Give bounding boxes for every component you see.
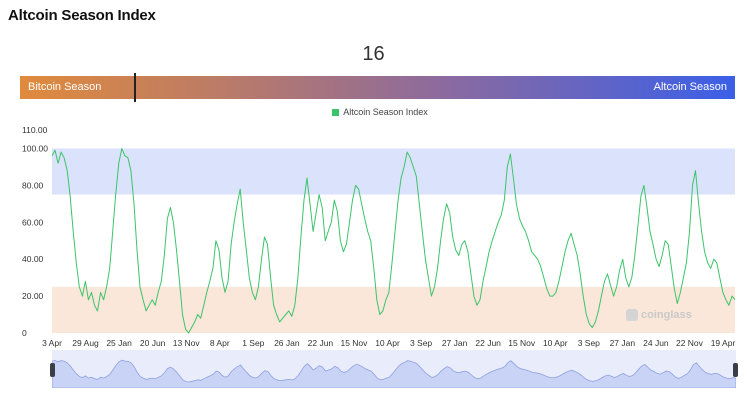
legend-label: Altcoin Season Index (343, 107, 428, 117)
x-axis: 3 Apr 29 Aug 25 Jan 20 Jun 13 Nov 8 Apr 1 Sep 2… (42, 338, 735, 348)
range-slider-preview (51, 350, 737, 389)
x-tick-label: 10 Apr (543, 338, 568, 348)
y-tick-label: 0 (22, 328, 27, 338)
x-tick-label: 1 Sep (242, 338, 264, 348)
current-index-marker (134, 73, 136, 102)
coinglass-logo-icon (626, 309, 638, 322)
x-tick-label: 29 Aug (72, 338, 99, 348)
x-tick-label: 8 Apr (210, 338, 230, 348)
current-index-value: 16 (362, 43, 385, 65)
y-tick-label: 20.00 (22, 291, 44, 301)
y-tick-label: 40.00 (22, 254, 44, 264)
altcoin-season-label: Altcoin Season (653, 81, 727, 93)
x-tick-label: 3 Sep (578, 338, 600, 348)
chart-bands (52, 148, 735, 333)
x-tick-label: 10 Apr (375, 338, 400, 348)
x-tick-label: 3 Apr (42, 338, 62, 348)
x-tick-label: 22 Jun (308, 338, 334, 348)
coinglass-watermark: coinglass (626, 309, 692, 322)
x-tick-label: 27 Jan (610, 338, 636, 348)
x-tick-label: 22 Nov (676, 338, 704, 348)
range-handle-right[interactable] (733, 363, 738, 377)
altcoin-season-chart[interactable]: 0 20.00 40.00 60.00 80.00 100.00 110.00 3 Apr 2… (0, 120, 747, 350)
legend-swatch (332, 109, 340, 117)
season-gradient-bar: Bitcoin Season Altcoin Season (20, 73, 735, 102)
y-tick-label: 80.00 (22, 180, 44, 190)
x-tick-label: 3 Sep (410, 338, 432, 348)
x-tick-label: 22 Jun (475, 338, 501, 348)
x-tick-label: 27 Jan (442, 338, 468, 348)
watermark-text: coinglass (641, 309, 692, 321)
altcoin-season-band (52, 148, 735, 195)
y-tick-label: 60.00 (22, 217, 44, 227)
x-tick-label: 15 Nov (508, 338, 536, 348)
page-title: Altcoin Season Index (8, 7, 156, 24)
range-slider[interactable] (50, 350, 738, 389)
x-tick-label: 25 Jan (106, 338, 132, 348)
range-slider-area (51, 359, 737, 389)
x-tick-label: 13 Nov (173, 338, 201, 348)
y-axis: 0 20.00 40.00 60.00 80.00 100.00 110.00 (22, 125, 48, 338)
bitcoin-season-band (52, 286, 735, 333)
range-handle-left[interactable] (50, 363, 55, 377)
y-tick-label: 100.00 (22, 143, 48, 153)
bitcoin-season-label: Bitcoin Season (28, 81, 102, 93)
x-tick-label: 20 Jun (140, 338, 166, 348)
altcoin-index-line (51, 148, 736, 334)
y-tick-label: 110.00 (22, 125, 48, 135)
chart-legend[interactable]: Altcoin Season Index (0, 107, 747, 117)
x-tick-label: 24 Jun (643, 338, 669, 348)
x-tick-label: 19 Apr (711, 338, 736, 348)
x-tick-label: 15 Nov (340, 338, 368, 348)
x-tick-label: 26 Jan (274, 338, 300, 348)
